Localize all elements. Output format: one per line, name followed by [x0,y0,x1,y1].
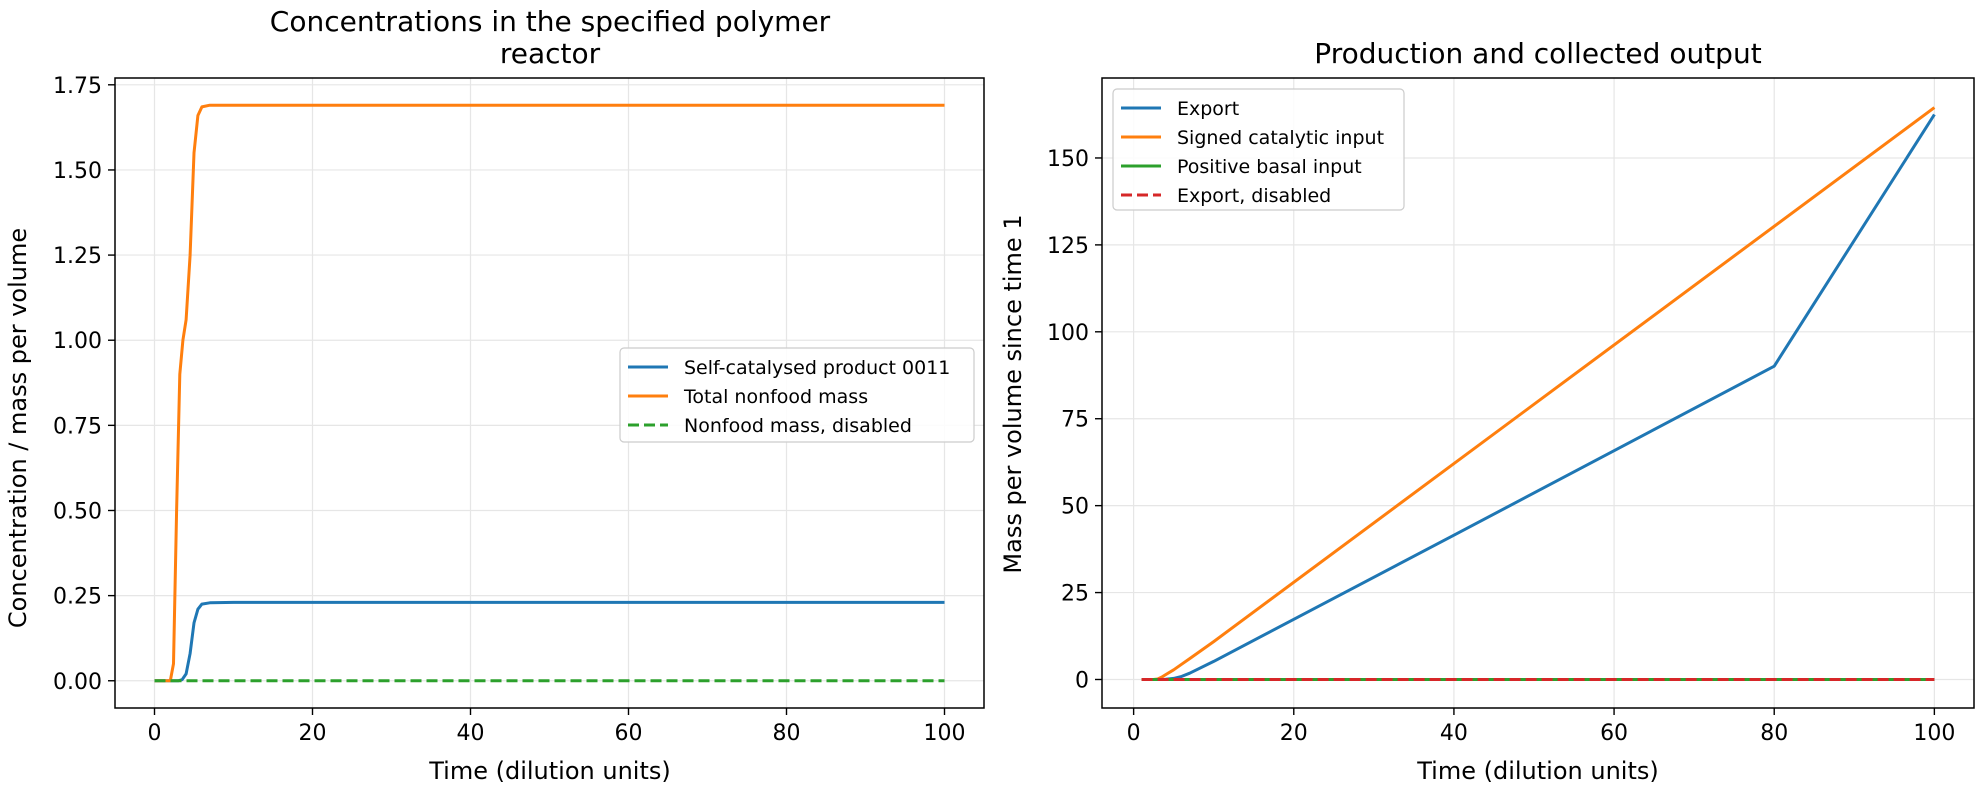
left-chart-x-tick-label: 100 [924,721,966,746]
right-chart-title: Production and collected output [1314,37,1761,70]
right-chart-frame [1101,77,1975,709]
right-chart-y-tick-label: 50 [1061,495,1089,520]
right-chart-panel: Production and collected output 0 20 40 60 8… [999,37,1975,785]
left-chart-legend-label-2: Total nonfood mass [683,386,868,408]
left-chart-y-tick-label: 0.00 [53,670,102,695]
right-chart-legend: Export Signed catalytic input Positive bas… [1112,88,1405,211]
left-chart-x-axis-label: Time (dilution units) [428,757,670,785]
left-chart-y-axis-label: Concentration / mass per volume [4,228,32,628]
left-chart-x-tick-label: 0 [148,721,162,746]
left-chart-x-tick-label: 80 [773,721,801,746]
right-chart-grid [1102,78,1974,708]
right-chart-y-tick-label: 125 [1047,234,1089,259]
right-chart-y-tick-label: 25 [1061,582,1089,607]
right-chart-legend-label-1: Export [1177,98,1239,120]
right-chart-x-tick-label: 0 [1127,721,1141,746]
right-chart-legend-label-2: Signed catalytic input [1177,127,1384,149]
left-chart-y-tick-label: 0.50 [53,499,102,524]
left-chart-x-tick-label: 60 [615,721,643,746]
left-chart-series-line-1 [154,600,945,683]
left-chart-series-line-2 [154,103,945,683]
left-chart-title-line-1: Concentrations in the specified polymer [270,5,831,38]
left-chart-legend: Self-catalysed product 0011 Total nonfood… [619,347,975,443]
right-chart-series [1141,106,1936,681]
right-chart-x-tick-label: 20 [1280,721,1308,746]
left-chart-x-tick-label: 40 [457,721,485,746]
left-chart-y-tick-label: 0.25 [53,585,102,610]
left-chart-series [154,103,945,683]
left-chart-ticks: 0 20 40 60 80 100 0.00 0.25 0.50 0.75 1.00 1.25 1.50… [53,74,965,746]
left-chart-y-tick-label: 0.75 [53,414,102,439]
right-chart-x-axis-label: Time (dilution units) [1416,757,1658,785]
left-chart-legend-label-1: Self-catalysed product 0011 [684,357,950,379]
left-chart-legend-box [619,347,975,443]
right-chart-legend-label-4: Export, disabled [1177,185,1331,207]
right-chart-x-tick-label: 80 [1760,721,1788,746]
left-chart-panel: Concentrations in the specified polymer … [4,5,985,785]
left-chart-y-tick-label: 1.25 [53,244,102,269]
right-chart-ticks: 0 20 40 60 80 100 0 25 50 75 100 125 150 [1047,147,1955,746]
left-chart-y-tick-label: 1.00 [53,329,102,354]
left-chart-legend-label-3: Nonfood mass, disabled [684,415,912,437]
left-chart-y-tick-label: 1.50 [53,159,102,184]
left-chart-title-line-2: reactor [500,37,601,70]
right-chart-y-tick-label: 100 [1047,321,1089,346]
right-chart-x-tick-label: 60 [1600,721,1628,746]
right-chart-legend-label-3: Positive basal input [1177,156,1362,178]
right-chart-y-axis-label: Mass per volume since time 1 [999,214,1027,573]
right-chart-y-tick-label: 150 [1047,147,1089,172]
right-chart-x-tick-label: 100 [1913,721,1955,746]
right-chart-y-tick-label: 0 [1075,668,1089,693]
left-chart-frame [114,77,985,709]
left-chart-axes-frame [114,77,985,709]
right-chart-y-tick-label: 75 [1061,408,1089,433]
left-chart-y-tick-label: 1.75 [53,74,102,99]
right-chart-legend-box [1112,88,1405,211]
right-chart-x-tick-label: 40 [1440,721,1468,746]
left-chart-x-tick-label: 20 [299,721,327,746]
right-chart-axes-frame [1101,77,1975,709]
